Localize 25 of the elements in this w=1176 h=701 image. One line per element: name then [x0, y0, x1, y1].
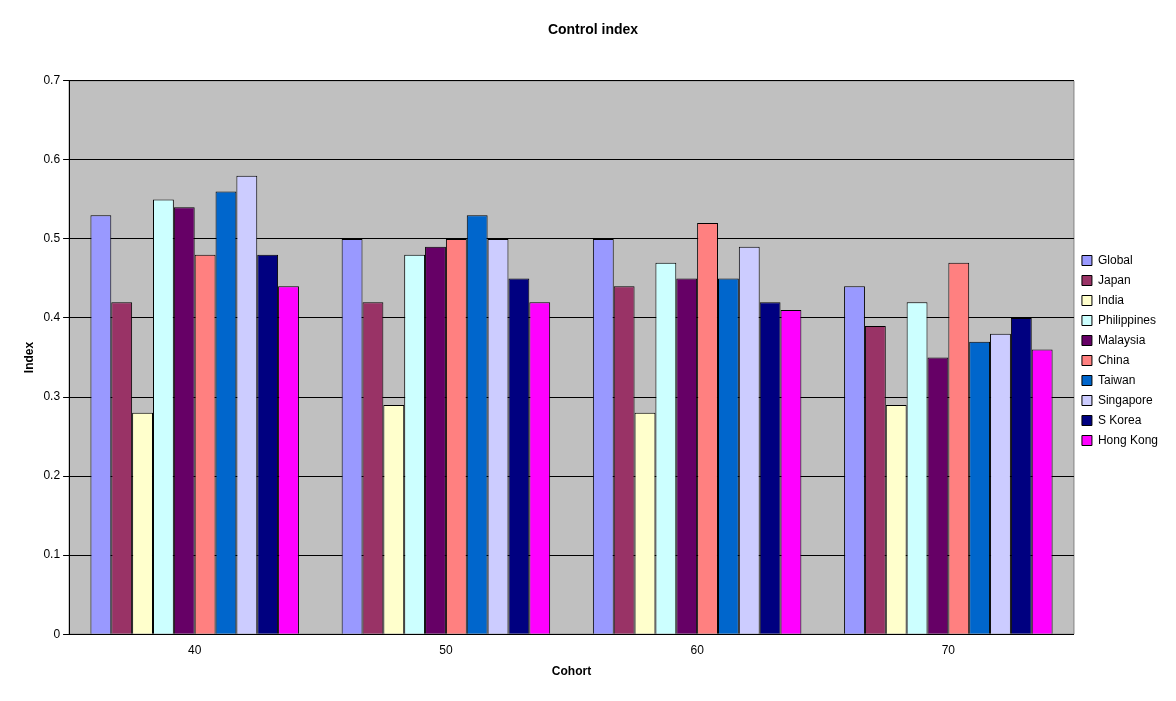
legend-label: Global — [1097, 252, 1133, 267]
legend-label: Taiwan — [1097, 372, 1136, 387]
y-tick-label: 0.2 — [43, 468, 61, 483]
legend-label: Singapore — [1097, 392, 1153, 407]
y-axis-title: Index — [21, 341, 36, 374]
legend-label: S Korea — [1097, 412, 1142, 427]
legend-label: China — [1097, 352, 1130, 367]
x-tick-label: 70 — [941, 642, 956, 657]
legend-label: Japan — [1097, 272, 1131, 287]
x-tick-label: 60 — [690, 642, 705, 657]
x-tick-label: 50 — [439, 642, 453, 657]
legend-label: India — [1097, 292, 1125, 307]
legend-label: Hong Kong — [1097, 432, 1158, 447]
y-tick-label: 0.1 — [43, 547, 61, 562]
legend-label: Malaysia — [1097, 332, 1146, 347]
y-tick-label: 0.6 — [43, 152, 61, 167]
y-tick-label: 0 — [53, 626, 61, 641]
x-tick-label: 40 — [188, 642, 202, 657]
legend-label: Philippines — [1097, 312, 1156, 327]
chart-title: Control index — [547, 21, 639, 38]
y-tick-label: 0.7 — [43, 73, 61, 88]
y-tick-label: 0.4 — [43, 310, 61, 325]
y-tick-label: 0.3 — [43, 389, 61, 404]
x-axis-title: Cohort — [551, 664, 592, 679]
y-tick-label: 0.5 — [43, 231, 61, 246]
